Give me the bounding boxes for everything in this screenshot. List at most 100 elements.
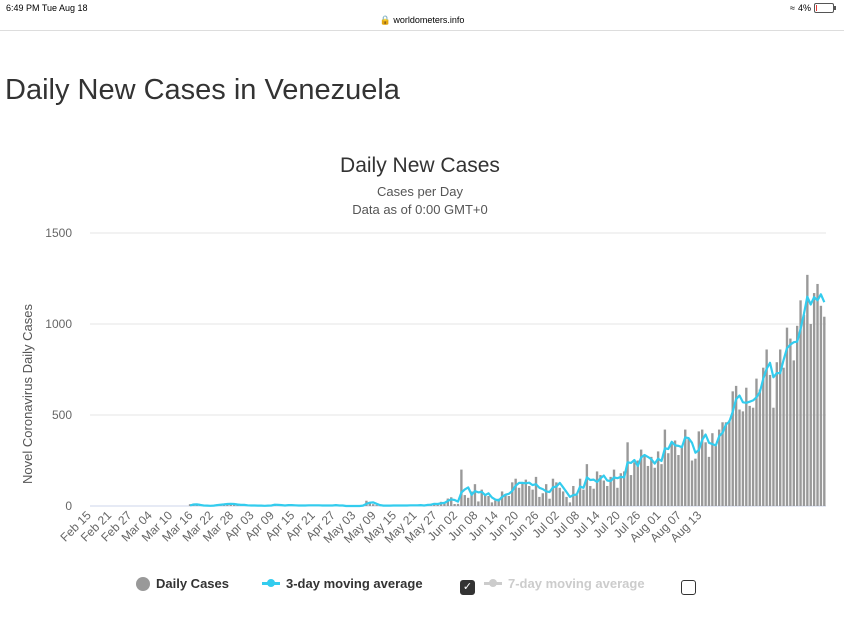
bar[interactable] <box>748 405 751 506</box>
bar[interactable] <box>789 338 792 506</box>
bar[interactable] <box>819 305 823 506</box>
bar[interactable] <box>751 407 755 506</box>
bar[interactable] <box>466 497 470 506</box>
bar[interactable] <box>456 503 460 506</box>
bar[interactable] <box>711 433 714 506</box>
bar[interactable] <box>602 480 606 506</box>
bar[interactable] <box>477 501 480 506</box>
bar[interactable] <box>450 497 453 506</box>
bar[interactable] <box>619 473 622 506</box>
legend-3-day-average[interactable]: 3-day moving average <box>262 576 423 591</box>
bar[interactable] <box>616 487 619 506</box>
bar[interactable] <box>785 327 789 506</box>
bar[interactable] <box>697 431 700 506</box>
bar[interactable] <box>812 293 816 506</box>
bar[interactable] <box>643 455 646 506</box>
bar[interactable] <box>768 374 772 506</box>
bar[interactable] <box>229 503 232 506</box>
bar[interactable] <box>704 442 707 506</box>
bar[interactable] <box>453 503 456 506</box>
bar[interactable] <box>487 495 490 506</box>
bar[interactable] <box>721 422 724 506</box>
bar[interactable] <box>531 489 534 506</box>
bar[interactable] <box>772 407 775 506</box>
bar[interactable] <box>568 502 572 506</box>
bar[interactable] <box>541 493 544 506</box>
bar[interactable] <box>795 325 799 506</box>
bar[interactable] <box>707 456 711 506</box>
bar[interactable] <box>802 314 806 506</box>
bar[interactable] <box>575 495 578 506</box>
bar[interactable] <box>551 478 555 506</box>
bar[interactable] <box>609 476 612 506</box>
bar[interactable] <box>436 504 439 506</box>
bar[interactable] <box>782 367 785 506</box>
legend-daily-cases[interactable]: Daily Cases <box>136 576 229 591</box>
bar[interactable] <box>660 464 663 506</box>
bar[interactable] <box>534 476 538 506</box>
bar[interactable] <box>653 467 656 506</box>
bar[interactable] <box>368 502 372 506</box>
bar[interactable] <box>524 479 528 506</box>
bar[interactable] <box>779 349 782 506</box>
bar[interactable] <box>636 460 639 507</box>
bar[interactable] <box>443 502 446 506</box>
bar[interactable] <box>694 458 697 506</box>
bar[interactable] <box>497 498 500 506</box>
bar[interactable] <box>528 485 531 506</box>
bar[interactable] <box>595 471 599 506</box>
bar[interactable] <box>490 502 494 506</box>
legend-7-day-average[interactable]: 7-day moving average <box>484 576 645 591</box>
bar[interactable] <box>731 391 734 506</box>
bar[interactable] <box>690 460 694 507</box>
bar[interactable] <box>195 505 199 506</box>
bar[interactable] <box>775 362 779 506</box>
bar[interactable] <box>741 411 745 506</box>
bar[interactable] <box>589 485 592 506</box>
bar[interactable] <box>592 488 595 506</box>
bar[interactable] <box>714 445 717 506</box>
bar[interactable] <box>792 360 795 506</box>
bar[interactable] <box>717 429 721 506</box>
bar[interactable] <box>558 487 561 506</box>
bar[interactable] <box>582 489 585 506</box>
bar[interactable] <box>612 469 616 506</box>
bar[interactable] <box>673 440 677 506</box>
bar[interactable] <box>823 316 826 506</box>
bar[interactable] <box>755 378 758 506</box>
bar[interactable] <box>626 442 629 506</box>
bar[interactable] <box>446 498 450 506</box>
bar[interactable] <box>677 455 680 506</box>
avg-line[interactable] <box>189 293 826 508</box>
bar[interactable] <box>494 500 497 506</box>
bar[interactable] <box>738 409 741 506</box>
bar[interactable] <box>517 487 521 506</box>
bar[interactable] <box>473 484 477 506</box>
bar[interactable] <box>656 451 660 506</box>
bar[interactable] <box>500 491 504 506</box>
bar[interactable] <box>470 491 473 506</box>
bar[interactable] <box>375 505 378 506</box>
bar[interactable] <box>639 449 643 506</box>
checkbox-7-day-average[interactable] <box>681 580 696 595</box>
bar[interactable] <box>232 504 236 506</box>
bar[interactable] <box>734 385 738 506</box>
bar[interactable] <box>623 471 626 506</box>
bar[interactable] <box>806 274 809 506</box>
bar[interactable] <box>762 367 765 506</box>
bar[interactable] <box>809 324 812 506</box>
bar[interactable] <box>745 387 748 506</box>
bar[interactable] <box>544 484 548 506</box>
bar[interactable] <box>565 496 568 506</box>
checkbox-3-day-average[interactable]: ✓ <box>460 580 475 595</box>
bar[interactable] <box>816 283 819 506</box>
bar[interactable] <box>606 485 609 506</box>
bar[interactable] <box>670 442 673 506</box>
bar[interactable] <box>758 389 762 506</box>
bar[interactable] <box>663 429 667 506</box>
bar[interactable] <box>507 495 511 506</box>
bar[interactable] <box>372 504 375 506</box>
bar[interactable] <box>680 445 684 506</box>
bar[interactable] <box>687 438 690 506</box>
bar[interactable] <box>504 494 507 506</box>
